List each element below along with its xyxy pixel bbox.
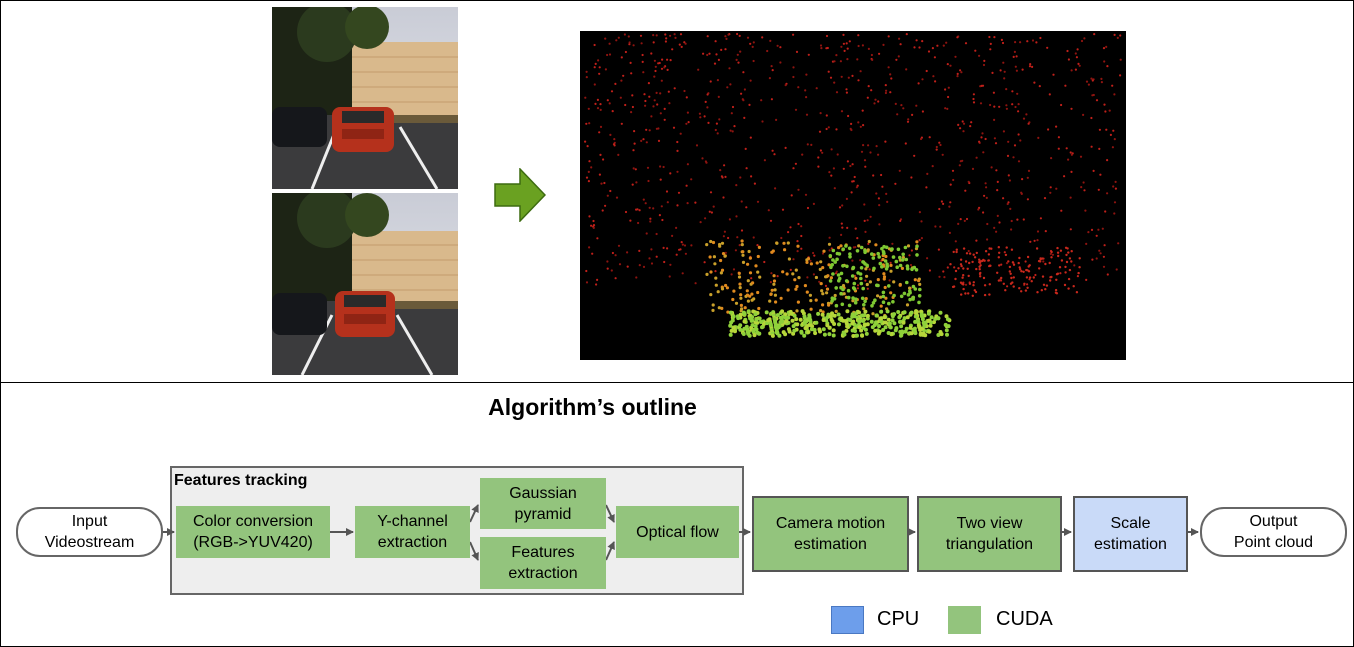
diagram-title: Algorithm’s outline [488, 394, 697, 420]
camera-motion-node: Camera motion estimation [752, 496, 909, 572]
triangulation-node: Two view triangulation [917, 496, 1062, 572]
legend-cpu-label: CPU [877, 608, 920, 630]
features-extraction-node: Features extraction [480, 537, 606, 589]
section-divider [0, 382, 1354, 383]
color-conversion-node: Color conversion (RGB->YUV420) [176, 506, 330, 558]
input-frame-top [272, 7, 458, 189]
output-node: Output Point cloud [1200, 507, 1347, 557]
optical-flow-node: Optical flow [616, 506, 739, 558]
right-arrow-icon [494, 167, 547, 227]
legend-cuda-label: CUDA [996, 608, 1053, 630]
input-node: Input Videostream [16, 507, 163, 557]
input-frame-bottom [272, 193, 458, 375]
scale-estimation-node: Scale estimation [1073, 496, 1188, 572]
y-channel-node: Y-channel extraction [355, 506, 470, 558]
point-cloud-render [580, 31, 1126, 360]
legend-cuda-swatch [948, 606, 981, 634]
gaussian-pyramid-node: Gaussian pyramid [480, 478, 606, 529]
features-tracking-label: Features tracking [174, 472, 308, 489]
legend-cpu-swatch [831, 606, 864, 634]
